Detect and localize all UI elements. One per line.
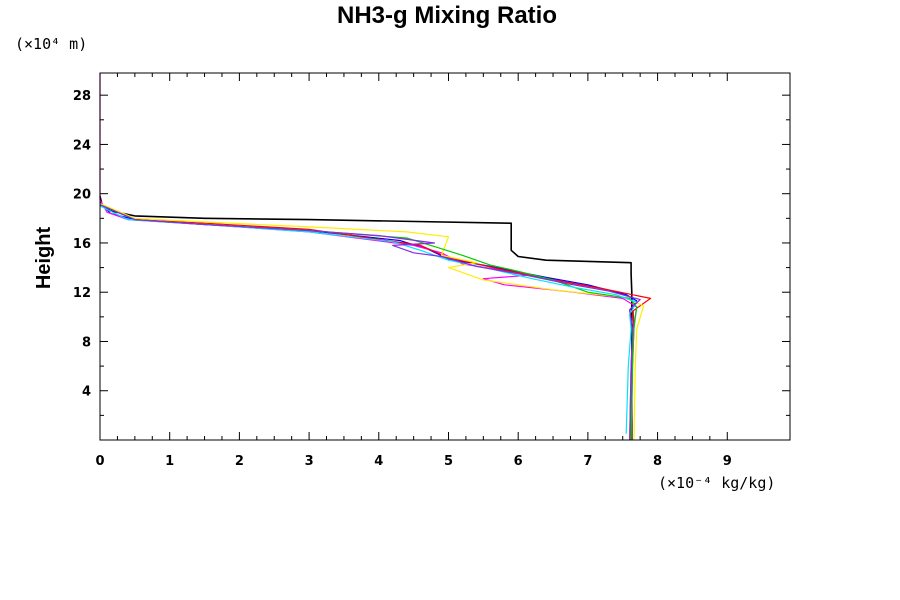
x-tick-label: 4	[374, 454, 383, 469]
y-tick-label: 28	[73, 89, 91, 104]
series-layer	[99, 73, 652, 441]
series-line-8	[99, 204, 641, 441]
series-line-4	[99, 202, 652, 441]
x-tick-label: 3	[305, 454, 314, 469]
series-line-5	[99, 202, 645, 441]
series-line-1	[99, 196, 633, 440]
chart-title: NH3-g Mixing Ratio	[337, 2, 557, 29]
x-tick-label: 2	[235, 454, 244, 469]
series-line-3	[99, 73, 638, 441]
x-axis-unit: (×10⁻⁴ kg/kg)	[658, 474, 775, 492]
x-tick-label: 8	[653, 454, 662, 469]
y-tick-label: 20	[73, 188, 91, 203]
y-axis-label: Height	[33, 227, 55, 290]
y-tick-label: 12	[73, 286, 91, 301]
y-tick-label: 16	[73, 237, 91, 252]
series-line-7	[99, 205, 638, 434]
y-tick-label: 4	[82, 385, 91, 400]
x-tick-label: 0	[95, 454, 104, 469]
x-tick-label: 7	[583, 454, 592, 469]
plot-frame	[99, 72, 791, 441]
x-tick-label: 1	[165, 454, 174, 469]
y-tick-label: 24	[73, 138, 91, 153]
x-tick-label: 9	[723, 454, 732, 469]
x-tick-labels: 0 1 2 3 4 5 6 7 8 9	[95, 454, 731, 469]
y-tick-labels: 4 8 12 16 20 24 28	[73, 89, 91, 400]
x-tick-label: 6	[514, 454, 523, 469]
y-tick-label: 8	[82, 335, 91, 350]
y-axis-unit: (×10⁴ m)	[15, 35, 87, 53]
x-tick-label: 5	[444, 454, 453, 469]
